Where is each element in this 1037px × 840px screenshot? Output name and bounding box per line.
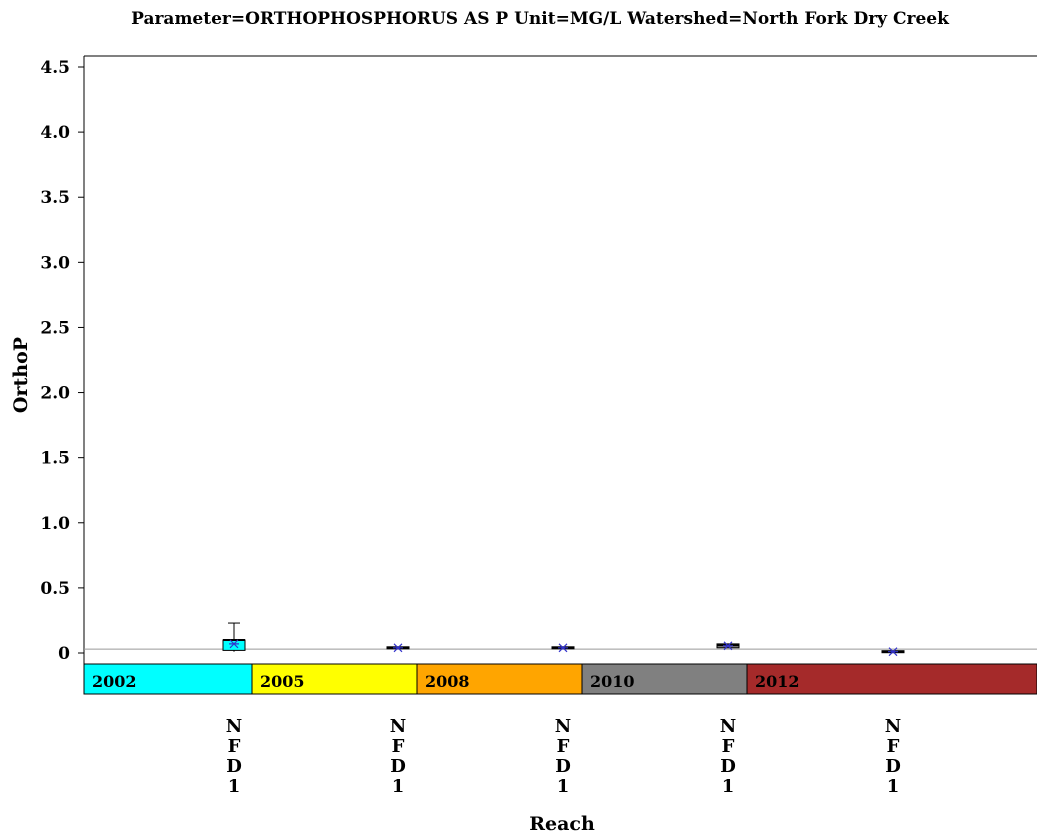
y-tick-label: 4.5 [40, 58, 70, 78]
y-tick-label: 2.0 [40, 384, 70, 404]
chart-title: Parameter=ORTHOPHOSPHORUS AS P Unit=MG/L… [131, 9, 950, 29]
mean-marker [558, 643, 568, 653]
group-band-label: 2008 [425, 672, 470, 691]
group-band-label: 2010 [590, 672, 635, 691]
group-band [746, 663, 1037, 695]
x-axis-title: Reach [529, 813, 595, 835]
group-band-label: 2012 [755, 672, 800, 691]
box-2012 [881, 647, 905, 657]
y-tick-label: 2.5 [40, 318, 70, 338]
box-body [222, 639, 246, 651]
box-2005 [386, 643, 410, 653]
group-band-label: 2002 [92, 672, 137, 691]
y-tick-label: 1.5 [40, 449, 70, 469]
mean-marker [393, 643, 403, 653]
box-2010 [716, 641, 740, 651]
box-2002 [222, 622, 246, 652]
mean-marker [888, 647, 898, 657]
group-band [581, 663, 748, 695]
y-tick-label: 3.5 [40, 188, 70, 208]
y-tick-label: 0.5 [40, 579, 70, 599]
y-tick-label: 3.0 [40, 253, 70, 273]
mean-marker [229, 639, 239, 649]
y-tick-label: 1.0 [40, 514, 70, 534]
group-band-label: 2005 [260, 672, 305, 691]
group-band [416, 663, 583, 695]
group-band [251, 663, 418, 695]
y-tick-label: 4.0 [40, 123, 70, 143]
box-2008 [551, 643, 575, 653]
y-tick-label: 0 [58, 644, 70, 664]
plot-area: 0 0.5 1.0 1.5 2.0 2.5 3.0 3.5 4.0 4.5 2002 2005 2008… [40, 55, 1037, 797]
y-axis-title: OrthoP [10, 337, 32, 413]
mean-marker [723, 641, 733, 651]
